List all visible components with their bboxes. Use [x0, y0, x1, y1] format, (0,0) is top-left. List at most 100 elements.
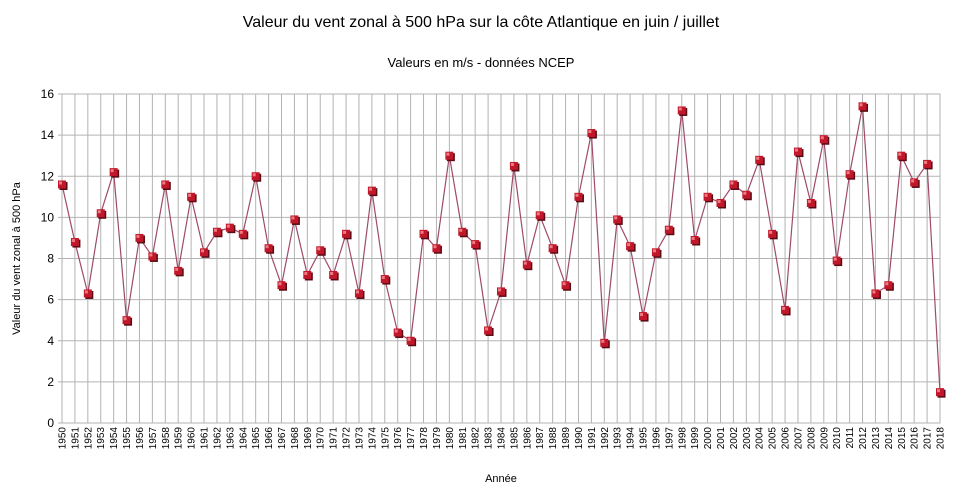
data-point-highlight	[691, 236, 695, 240]
data-point-highlight	[446, 152, 450, 156]
data-point-highlight	[136, 234, 140, 238]
data-point-highlight	[59, 181, 62, 185]
data-point	[781, 305, 791, 316]
x-tick-label: 2014	[884, 427, 895, 450]
data-point	[858, 102, 869, 112]
data-point-highlight	[769, 230, 773, 234]
data-point	[871, 289, 881, 299]
data-point-highlight	[226, 224, 230, 228]
x-tick-label: 1958	[161, 427, 172, 450]
data-point-highlight	[394, 329, 398, 333]
data-point	[225, 223, 236, 234]
data-point-highlight	[355, 290, 359, 294]
x-tick-label: 1974	[367, 427, 378, 450]
data-point-highlight	[652, 249, 656, 253]
data-point	[936, 388, 946, 398]
y-tick-label: 2	[47, 375, 54, 389]
data-point-highlight	[743, 191, 747, 195]
data-point-highlight	[730, 181, 734, 185]
data-point	[613, 215, 623, 225]
data-point	[329, 270, 339, 281]
y-axis-ticks: 0 2 4 6 8 10 12 14 16	[41, 87, 55, 430]
data-point	[806, 198, 817, 209]
x-tick-label: 2016	[910, 427, 921, 450]
data-point-highlight	[162, 181, 166, 185]
data-point-highlight	[536, 212, 540, 216]
x-tick-label: 2017	[923, 427, 934, 450]
data-point	[445, 151, 455, 162]
x-tick-label: 1968	[290, 427, 301, 450]
x-tick-label: 1953	[96, 427, 107, 450]
data-point-highlight	[239, 230, 243, 234]
data-point-highlight	[291, 216, 295, 220]
data-point	[238, 229, 249, 240]
x-tick-label: 1984	[497, 427, 508, 450]
data-point	[884, 281, 894, 291]
data-point-highlight	[510, 162, 514, 166]
x-tick-label: 1963	[225, 427, 236, 450]
data-point-highlight	[304, 271, 308, 275]
data-point	[522, 260, 533, 271]
data-point	[561, 281, 572, 291]
data-point-highlight	[885, 282, 889, 286]
data-point	[651, 248, 662, 258]
x-tick-label: 1988	[548, 427, 559, 450]
x-tick-label: 1986	[522, 427, 533, 450]
chart-subtitle: Valeurs en m/s - données NCEP	[387, 55, 575, 70]
data-point	[729, 180, 739, 190]
data-point	[819, 135, 830, 145]
data-point	[845, 170, 856, 180]
x-tick-label: 1964	[238, 427, 249, 450]
data-point	[122, 316, 133, 326]
data-point-highlight	[911, 179, 915, 183]
x-tick-label: 2009	[819, 427, 830, 450]
data-point-highlight	[717, 199, 721, 203]
data-point-highlight	[549, 245, 553, 249]
x-tick-label: 1960	[187, 427, 198, 450]
x-tick-label: 1995	[639, 427, 650, 450]
data-point	[768, 229, 778, 240]
data-point	[639, 312, 649, 322]
data-point-highlight	[265, 245, 269, 249]
data-point-highlight	[601, 339, 605, 343]
data-point	[161, 180, 171, 190]
data-point-highlight	[846, 171, 850, 175]
data-point	[832, 256, 843, 267]
y-tick-label: 8	[47, 252, 54, 266]
y-tick-label: 0	[47, 416, 54, 430]
data-point	[910, 178, 920, 188]
data-point	[380, 275, 391, 285]
data-point	[626, 242, 636, 252]
x-tick-label: 2011	[845, 427, 856, 449]
data-point-highlight	[627, 243, 631, 247]
grid-lines	[58, 93, 941, 424]
x-tick-label: 1997	[664, 427, 675, 450]
data-point-highlight	[420, 230, 424, 234]
data-point-highlight	[898, 152, 902, 156]
data-point	[716, 198, 726, 209]
x-tick-label: 2003	[742, 427, 753, 450]
x-tick-label: 1950	[58, 427, 69, 450]
data-point	[342, 229, 352, 240]
x-tick-label: 1983	[484, 427, 495, 450]
x-tick-label: 1975	[380, 427, 391, 450]
x-tick-label: 1952	[83, 427, 94, 450]
data-point-highlight	[381, 276, 385, 280]
x-tick-label: 2012	[858, 427, 869, 450]
x-tick-label: 1967	[277, 427, 288, 450]
data-point	[406, 336, 417, 347]
x-tick-label: 2010	[832, 427, 843, 450]
data-point-highlight	[472, 241, 476, 245]
x-tick-label: 1971	[329, 427, 340, 450]
data-point-highlight	[123, 317, 127, 321]
y-tick-label: 10	[41, 210, 55, 224]
data-point-highlight	[433, 245, 437, 249]
data-markers	[58, 102, 946, 398]
x-tick-label: 1979	[432, 427, 443, 450]
y-tick-label: 12	[41, 169, 55, 183]
chart-title: Valeur du vent zonal à 500 hPa sur la cô…	[242, 14, 720, 31]
data-point-highlight	[782, 306, 786, 310]
data-point	[574, 192, 584, 203]
x-tick-label: 1982	[471, 427, 482, 450]
